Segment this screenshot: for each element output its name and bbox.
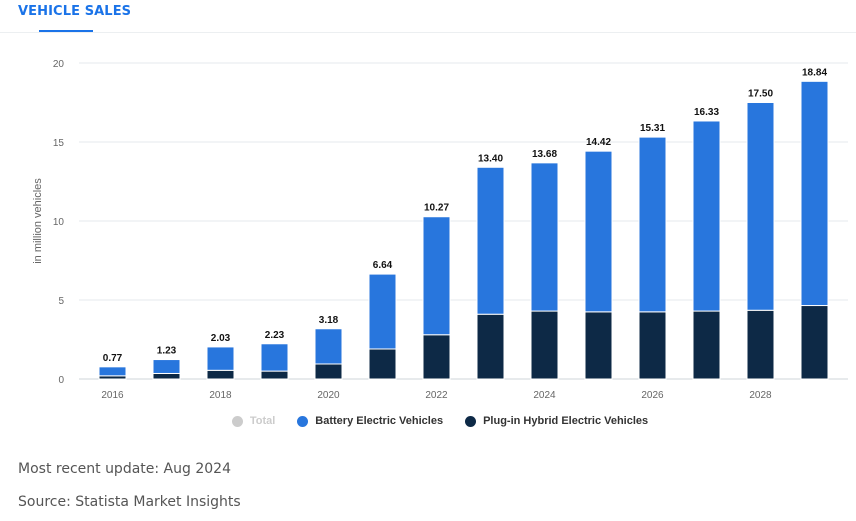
grid-lines bbox=[79, 62, 848, 380]
bar-chart: 0 5 10 15 20 2016 2018 2020 2022 2024 2026 2028 0.… bbox=[32, 59, 848, 401]
data-label-total-2027: 16.33 bbox=[694, 107, 719, 118]
bar-bev-2026 bbox=[638, 136, 667, 313]
bar-phev-2029 bbox=[800, 305, 829, 380]
y-tick-label: 0 bbox=[58, 375, 64, 386]
bar-phev-2021 bbox=[368, 348, 397, 380]
bar-bev-2019 bbox=[260, 343, 289, 372]
legend-label-battery-electric: Battery Electric Vehicles bbox=[315, 415, 444, 427]
data-label-total-2021: 6.64 bbox=[373, 260, 393, 271]
tab-vehicle-sales[interactable]: VEHICLE SALES bbox=[18, 4, 132, 19]
x-tick-label: 2020 bbox=[317, 390, 340, 401]
bar-bev-2028 bbox=[746, 102, 775, 311]
x-tick-label: 2026 bbox=[641, 390, 664, 401]
x-tick-label: 2022 bbox=[425, 390, 448, 401]
bar-phev-2019 bbox=[260, 370, 289, 380]
legend-label-total: Total bbox=[249, 415, 276, 427]
data-label-total-2016: 0.77 bbox=[103, 353, 123, 364]
data-label-total-2025: 14.42 bbox=[586, 137, 611, 148]
chart-legend: Total Battery Electric Vehicles Plug-in … bbox=[0, 415, 856, 427]
x-axis-ticks: 2016 2018 2020 2022 2024 2026 2028 bbox=[101, 390, 772, 401]
bar-phev-2018 bbox=[206, 369, 235, 380]
y-tick-label: 20 bbox=[53, 59, 65, 70]
bar-phev-2027 bbox=[692, 310, 721, 380]
y-tick-label: 10 bbox=[53, 217, 65, 228]
data-label-total-2028: 17.50 bbox=[748, 89, 773, 100]
data-label-total-2018: 2.03 bbox=[211, 333, 231, 344]
update-note: Most recent update: Aug 2024 bbox=[18, 461, 231, 477]
legend-dot-plug-in-hybrid bbox=[465, 415, 477, 427]
bar-bev-2021 bbox=[368, 273, 397, 350]
bar-phev-2026 bbox=[638, 311, 667, 380]
legend-label-plug-in-hybrid: Plug-in Hybrid Electric Vehicles bbox=[483, 415, 649, 427]
legend-dot-battery-electric bbox=[297, 415, 309, 427]
bar-phev-2024 bbox=[530, 310, 559, 380]
data-label-total-2020: 3.18 bbox=[319, 315, 339, 326]
bar-phev-2028 bbox=[746, 309, 775, 380]
data-label-total-2022: 10.27 bbox=[424, 203, 449, 214]
x-tick-label: 2018 bbox=[209, 390, 232, 401]
bar-phev-2017 bbox=[152, 372, 181, 380]
y-axis-ticks: 0 5 10 15 20 bbox=[53, 59, 65, 386]
y-tick-label: 5 bbox=[58, 296, 64, 307]
data-label-total-2029: 18.84 bbox=[802, 67, 827, 78]
bar-bev-2022 bbox=[422, 216, 451, 336]
active-tab-indicator bbox=[39, 30, 93, 33]
data-label-total-2024: 13.68 bbox=[532, 149, 557, 160]
bar-phev-2025 bbox=[584, 311, 613, 380]
x-tick-label: 2016 bbox=[101, 390, 124, 401]
header-divider bbox=[0, 32, 856, 33]
bar-bev-2018 bbox=[206, 346, 235, 371]
data-label-total-2026: 15.31 bbox=[640, 123, 665, 134]
bar-bev-2016 bbox=[98, 366, 127, 377]
legend-item-total[interactable]: Total bbox=[231, 415, 276, 427]
bar-bev-2025 bbox=[584, 150, 613, 313]
source-note: Source: Statista Market Insights bbox=[18, 494, 241, 510]
bar-bev-2023 bbox=[476, 166, 505, 315]
data-label-total-2017: 1.23 bbox=[157, 346, 177, 357]
y-axis-label: in million vehicles bbox=[32, 178, 44, 264]
bar-phev-2023 bbox=[476, 313, 505, 380]
bars bbox=[98, 80, 829, 380]
bar-bev-2017 bbox=[152, 359, 181, 374]
bar-bev-2020 bbox=[314, 328, 343, 365]
legend-dot-total bbox=[231, 415, 243, 427]
bar-bev-2027 bbox=[692, 120, 721, 312]
bar-bev-2024 bbox=[530, 162, 559, 312]
data-label-total-2019: 2.23 bbox=[265, 330, 285, 341]
bar-phev-2020 bbox=[314, 363, 343, 380]
x-tick-label: 2028 bbox=[749, 390, 772, 401]
x-tick-label: 2024 bbox=[533, 390, 556, 401]
bar-phev-2022 bbox=[422, 334, 451, 380]
legend-item-battery-electric[interactable]: Battery Electric Vehicles bbox=[297, 415, 443, 427]
legend-item-plug-in-hybrid[interactable]: Plug-in Hybrid Electric Vehicles bbox=[465, 415, 648, 427]
data-labels: 0.77 1.23 2.03 2.23 3.18 6.64 10.27 13.40 13.68 1… bbox=[103, 67, 828, 364]
y-tick-label: 15 bbox=[53, 138, 65, 149]
data-label-total-2023: 13.40 bbox=[478, 153, 503, 164]
bar-bev-2029 bbox=[800, 80, 829, 307]
